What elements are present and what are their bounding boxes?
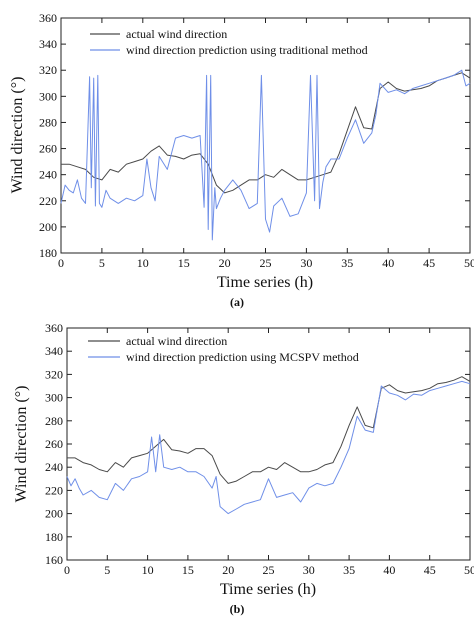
x-tick-label: 0 [64,563,70,577]
y-tick-label: 320 [39,63,57,77]
legend-label-prediction: wind direction prediction using MCSPV me… [126,350,359,364]
y-tick-label: 340 [39,37,57,51]
x-tick-label: 45 [423,256,435,270]
y-axis-title: Wind direction (°) [9,77,26,194]
x-tick-label: 25 [260,256,272,270]
x-tick-label: 30 [303,563,315,577]
x-tick-label: 35 [343,563,355,577]
y-tick-label: 280 [45,414,63,428]
series-lines [66,376,471,515]
panel-caption: (a) [230,295,244,309]
y-tick-label: 180 [39,246,57,260]
chart-panel-a: 0 5 10 15 20 25 30 35 40 45 50 180 200 220 240 260 280 30… [9,11,474,309]
y-tick-label: 260 [39,142,57,156]
legend-label-prediction: wind direction prediction using traditio… [126,43,368,57]
legend: actual wind direction wind direction pre… [90,27,368,57]
series-line-actual [61,72,471,194]
y-tick-label: 320 [45,367,63,381]
series-line-prediction [60,69,471,241]
x-tick-label: 50 [464,563,474,577]
y-tick-label: 160 [45,553,63,567]
y-tick-label: 260 [45,437,63,451]
legend: actual wind direction wind direction pre… [88,334,359,364]
y-tick-label: 300 [39,89,57,103]
y-tick-label: 200 [39,220,57,234]
axis-ticks: 0 5 10 15 20 25 30 35 40 45 50 180 200 220 240 260 280 30… [39,11,474,270]
x-tick-label: 25 [263,563,275,577]
y-tick-label: 360 [45,321,63,335]
y-tick-label: 200 [45,507,63,521]
y-tick-label: 240 [39,168,57,182]
y-axis-title: Wind direction (°) [13,386,30,503]
legend-label-actual: actual wind direction [126,27,227,41]
panel-caption: (b) [230,602,245,616]
x-tick-label: 15 [178,256,190,270]
x-tick-label: 15 [182,563,194,577]
series-lines [60,69,471,241]
x-tick-label: 45 [424,563,436,577]
y-tick-label: 360 [39,11,57,25]
legend-label-actual: actual wind direction [126,334,227,348]
x-tick-label: 20 [222,563,234,577]
chart-panel-b: 0 5 10 15 20 25 30 35 40 45 50 160 180 200 220 240 260 28… [13,321,474,616]
x-tick-label: 20 [219,256,231,270]
y-tick-label: 180 [45,530,63,544]
x-tick-label: 50 [464,256,474,270]
x-tick-label: 30 [300,256,312,270]
y-tick-label: 220 [45,483,63,497]
series-line-prediction [66,380,471,515]
y-tick-label: 340 [45,344,63,358]
x-tick-label: 10 [142,563,154,577]
y-tick-label: 300 [45,391,63,405]
x-axis-title: Time series (h) [220,581,316,598]
x-tick-label: 5 [99,256,105,270]
x-tick-label: 0 [58,256,64,270]
series-line-actual [67,376,471,484]
y-tick-label: 220 [39,194,57,208]
axis-ticks: 0 5 10 15 20 25 30 35 40 45 50 160 180 200 220 240 260 28… [45,321,474,577]
x-tick-label: 40 [383,563,395,577]
x-tick-label: 35 [341,256,353,270]
x-tick-label: 10 [137,256,149,270]
x-axis-title: Time series (h) [217,274,313,291]
y-tick-label: 240 [45,460,63,474]
y-tick-label: 280 [39,115,57,129]
x-tick-label: 5 [104,563,110,577]
x-tick-label: 40 [382,256,394,270]
